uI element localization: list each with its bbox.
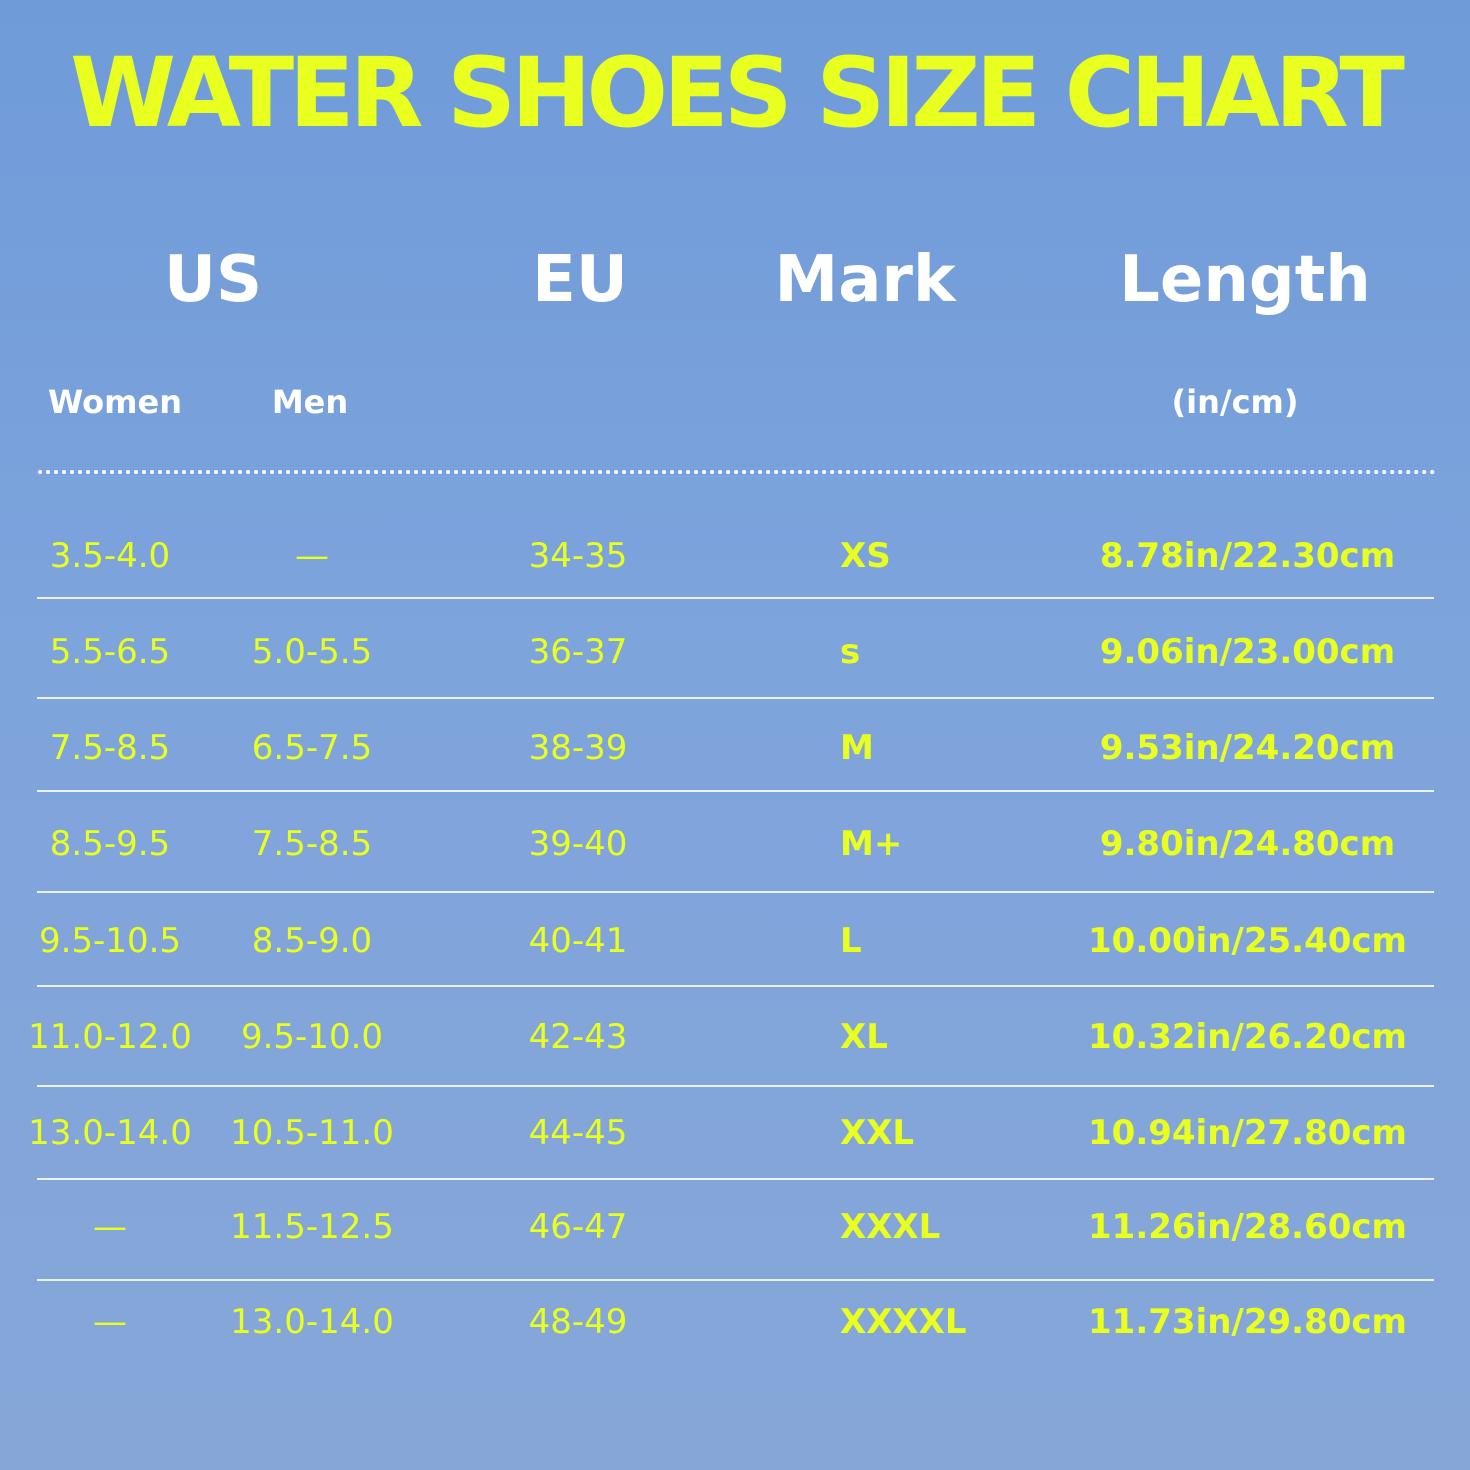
cell-eu: 36-37 — [528, 632, 628, 672]
cell-length: 9.80in/24.80cm — [1099, 824, 1396, 864]
table-row: — 13.0-14.0 48-49 XXXXL 11.73in/29.80cm — [0, 1292, 1470, 1352]
cell-length: 8.78in/22.30cm — [1099, 536, 1396, 576]
table-row: 8.5-9.5 7.5-8.5 39-40 M+ 9.80in/24.80cm — [0, 814, 1470, 874]
header-us: US — [163, 243, 263, 317]
cell-women: 11.0-12.0 — [28, 1017, 192, 1057]
cell-eu: 48-49 — [528, 1302, 628, 1342]
cell-eu: 39-40 — [528, 824, 628, 864]
cell-mark: XS — [840, 536, 891, 576]
cell-mark: M — [840, 728, 874, 768]
cell-women: — — [93, 1207, 127, 1247]
cell-women: 5.5-6.5 — [49, 632, 171, 672]
cell-men: 10.5-11.0 — [230, 1113, 394, 1153]
cell-men: 7.5-8.5 — [251, 824, 373, 864]
cell-women: 13.0-14.0 — [28, 1113, 192, 1153]
row-divider — [37, 891, 1434, 893]
cell-men: 6.5-7.5 — [251, 728, 373, 768]
row-divider — [37, 597, 1434, 599]
cell-mark: s — [840, 632, 861, 672]
row-divider — [37, 697, 1434, 699]
cell-men: 13.0-14.0 — [230, 1302, 394, 1342]
cell-men: 11.5-12.5 — [230, 1207, 394, 1247]
cell-men: 9.5-10.0 — [240, 1017, 384, 1057]
row-divider — [37, 985, 1434, 987]
table-row: — 11.5-12.5 46-47 XXXL 11.26in/28.60cm — [0, 1197, 1470, 1257]
cell-mark: XL — [840, 1017, 888, 1057]
header-divider — [38, 470, 1436, 474]
cell-mark: XXXXL — [840, 1302, 967, 1342]
cell-eu: 42-43 — [528, 1017, 628, 1057]
cell-length: 11.26in/28.60cm — [1088, 1207, 1407, 1247]
cell-eu: 40-41 — [528, 921, 628, 961]
header-eu: EU — [532, 243, 628, 317]
header-length: Length — [1119, 243, 1371, 317]
cell-mark: XXXL — [840, 1207, 941, 1247]
cell-women: — — [93, 1302, 127, 1342]
cell-eu: 34-35 — [528, 536, 628, 576]
subheader-unit: (in/cm) — [1171, 383, 1299, 421]
cell-men: — — [295, 536, 329, 576]
cell-length: 10.00in/25.40cm — [1088, 921, 1407, 961]
table-row: 7.5-8.5 6.5-7.5 38-39 M 9.53in/24.20cm — [0, 718, 1470, 778]
cell-men: 5.0-5.5 — [251, 632, 373, 672]
cell-length: 10.94in/27.80cm — [1088, 1113, 1407, 1153]
cell-women: 9.5-10.5 — [38, 921, 182, 961]
subheader-women: Women — [48, 383, 182, 421]
row-divider — [37, 1279, 1434, 1281]
page-title: WATER SHOES SIZE CHART — [70, 37, 1405, 149]
cell-women: 3.5-4.0 — [49, 536, 171, 576]
cell-women: 8.5-9.5 — [49, 824, 171, 864]
table-row: 11.0-12.0 9.5-10.0 42-43 XL 10.32in/26.20cm — [0, 1007, 1470, 1067]
cell-mark: XXL — [840, 1113, 915, 1153]
table-row: 3.5-4.0 — 34-35 XS 8.78in/22.30cm — [0, 526, 1470, 586]
table-row: 5.5-6.5 5.0-5.5 36-37 s 9.06in/23.00cm — [0, 622, 1470, 682]
cell-women: 7.5-8.5 — [49, 728, 171, 768]
cell-men: 8.5-9.0 — [251, 921, 373, 961]
cell-eu: 38-39 — [528, 728, 628, 768]
cell-eu: 46-47 — [528, 1207, 628, 1247]
cell-length: 9.06in/23.00cm — [1099, 632, 1396, 672]
header-mark: Mark — [774, 243, 956, 317]
row-divider — [37, 1085, 1434, 1087]
cell-mark: M+ — [840, 824, 903, 864]
row-divider — [37, 1178, 1434, 1180]
cell-length: 10.32in/26.20cm — [1088, 1017, 1407, 1057]
cell-mark: L — [840, 921, 862, 961]
cell-eu: 44-45 — [528, 1113, 628, 1153]
subheader-men: Men — [271, 383, 349, 421]
table-row: 9.5-10.5 8.5-9.0 40-41 L 10.00in/25.40cm — [0, 911, 1470, 971]
cell-length: 9.53in/24.20cm — [1099, 728, 1396, 768]
cell-length: 11.73in/29.80cm — [1088, 1302, 1407, 1342]
row-divider — [37, 790, 1434, 792]
table-row: 13.0-14.0 10.5-11.0 44-45 XXL 10.94in/27.80c… — [0, 1103, 1470, 1163]
